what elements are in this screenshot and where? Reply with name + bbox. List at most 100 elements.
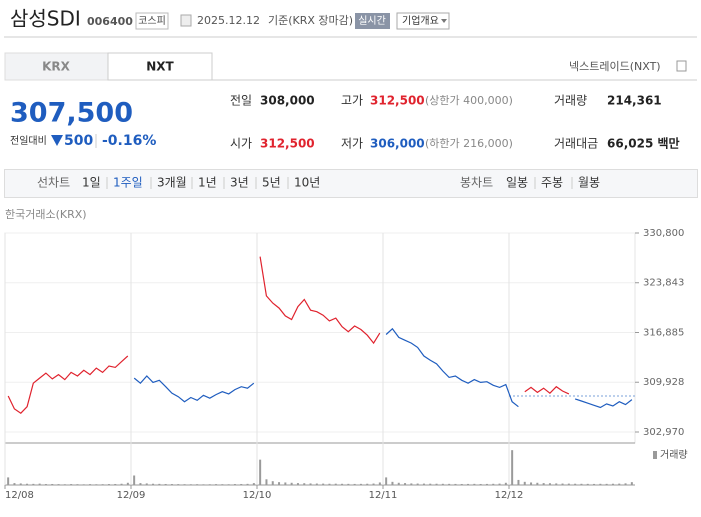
company-info[interactable]: 기업개요 [402,14,439,27]
volume-bar [26,483,29,485]
volume-bar [593,483,596,485]
x-tick-label: 12/12 [495,490,524,501]
tab-label[interactable]: KRX [42,60,71,74]
stat-note: (상한가 400,000) [425,94,513,107]
volume-bar [133,475,136,485]
volume-bar [177,484,180,485]
candle-chart-label: 봉차트 [460,176,493,190]
volume-bar [233,484,236,485]
volume-bar [441,483,444,485]
volume-bar [366,483,369,485]
x-tick-label: 12/09 [117,490,146,501]
nxt-link[interactable]: 넥스트레이드(NXT) [569,60,661,73]
volume-bar [89,484,92,485]
period-option[interactable]: 10년 [294,176,320,190]
change-label: 전일대비 [10,135,47,147]
volume-bar [139,483,142,485]
volume-bar [252,483,255,485]
volume-bar [378,482,381,485]
volume-bar [246,483,249,485]
volume-bar [410,483,413,485]
volume-bar [359,483,362,485]
volume-bar [290,482,293,485]
volume-bar [448,483,451,485]
volume-legend-swatch [653,451,657,459]
volume-bar [416,483,419,485]
volume-bar [580,483,583,485]
volume-bar [215,484,218,485]
volume-bar [517,479,520,485]
change-rate: -0.16% [102,133,156,149]
down-arrow [51,135,63,146]
volume-bar [404,483,407,485]
volume-bar [485,483,488,485]
y-tick-label: 309,928 [643,377,684,388]
volume-bar [259,459,262,485]
volume-bar [523,481,526,485]
tab-label[interactable]: NXT [146,60,174,74]
period-option[interactable]: 3년 [230,176,249,190]
help-icon[interactable] [676,60,687,72]
volume-bar [630,482,633,485]
stats: 전일 308,000 고가 312,500 (상한가 400,000) 거래량 214,36… [230,94,680,151]
x-tick-label: 12/08 [5,490,34,501]
volume-bar [32,483,35,485]
period-option[interactable]: 일봉 [506,176,528,190]
volume-bar [605,483,608,485]
volume-bar [13,483,16,485]
chart: 330,800 323,843 316,885 309,928 302,970 12/08… [4,228,688,501]
volume-bar [334,483,337,485]
volume-bar [460,483,463,485]
volume-bar [38,483,41,485]
tab-nxt[interactable] [107,52,213,81]
volume-bar [561,483,564,485]
volume-bar [328,483,331,485]
price-line [7,256,570,414]
volume-bar [467,483,470,485]
change: 500 [64,133,93,149]
volume-bar [284,482,287,485]
period-bar [4,169,698,198]
x-tick-label: 12/10 [243,490,272,501]
volume-bar [95,484,98,485]
volume-bar [271,481,274,485]
company-info-button[interactable] [396,12,450,30]
volume-bar [227,484,230,485]
realtime-badge [355,13,390,29]
volume-bar [221,484,224,485]
volume-bar [7,477,10,485]
period-option[interactable]: 5년 [262,176,281,190]
line-chart-label: 선차트 [37,176,70,190]
volume-bar [555,483,558,485]
volume-bar [57,484,60,485]
volume-bar [101,484,104,485]
stat-label: 저가 [341,137,363,151]
volume-bar [164,483,167,485]
periods: 선차트 1일 1주일 3개월 1년 3년 5년 10년 봉차트 일봉 주봉 월봉 [37,176,600,190]
market-badge [135,12,169,30]
period-option[interactable]: 월봉 [578,176,600,190]
volume-bar [82,484,85,485]
period-option[interactable]: 1주일 [113,176,143,190]
price-line [133,327,633,409]
period-option[interactable]: 1일 [82,176,101,190]
basis: 기준(KRX 장마감) [268,14,353,27]
stock-name: 삼성SDI [10,7,81,31]
volume-bar [504,482,507,485]
stat-label: 거래량 [554,94,587,108]
source: 한국거래소(KRX) [5,208,87,221]
volume-bar [126,482,129,485]
stat-value: 214,361 [607,94,662,108]
realtime: 실시간 [358,15,386,27]
tab-krx[interactable] [4,52,109,81]
stat-value: 308,000 [260,94,315,108]
volume-bar [586,483,589,485]
period-option[interactable]: 주봉 [541,176,563,190]
volume-bar [158,483,161,485]
stat-label: 고가 [341,94,363,108]
period-option[interactable]: 1년 [198,176,217,190]
volume-bar [19,483,22,485]
period-option[interactable]: 3개월 [157,176,187,190]
current-price: 307,500 [10,98,133,129]
